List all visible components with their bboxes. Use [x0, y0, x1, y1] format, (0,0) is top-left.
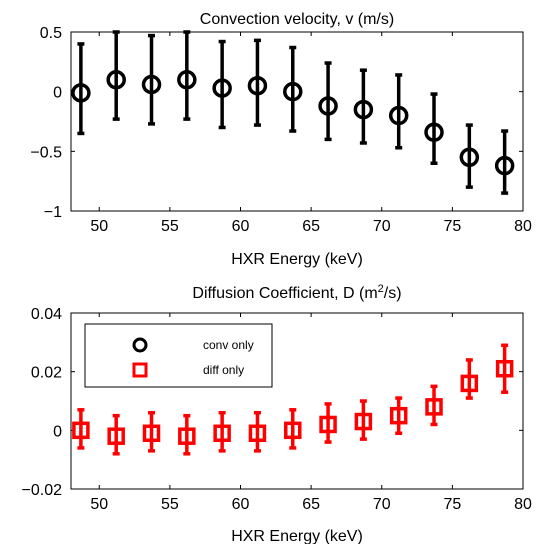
- y-tick-label: −1: [44, 204, 62, 221]
- x-axis-label: HXR Energy (keV): [231, 251, 363, 268]
- x-tick-label: 50: [90, 496, 108, 513]
- y-tick-label: 0.5: [40, 25, 62, 42]
- data-point-circle: [247, 75, 268, 96]
- data-point-square: [72, 421, 90, 440]
- data-point-square: [425, 398, 443, 416]
- legend-label-diff: diff only: [203, 363, 244, 377]
- data-point-circle: [318, 96, 338, 116]
- x-tick-label: 60: [232, 218, 250, 235]
- data-point-circle: [71, 83, 91, 103]
- data-point-circle: [353, 99, 374, 120]
- y-tick-label: 0: [53, 85, 62, 102]
- data-point-circle: [212, 78, 232, 98]
- data-point-square: [495, 359, 514, 378]
- x-tick-label: 75: [443, 496, 461, 513]
- data-point-circle: [459, 147, 480, 168]
- y-tick-label: 0.04: [31, 306, 62, 323]
- y-tick-label: 0.02: [31, 365, 62, 382]
- x-tick-label: 50: [90, 218, 108, 235]
- data-point-square: [248, 424, 267, 443]
- data-point-square: [389, 406, 408, 425]
- plot-area-frame: [70, 31, 524, 212]
- panel-title: Diffusion Coefficient, D (m2/s): [192, 283, 401, 302]
- y-tick-label: −0.5: [30, 144, 62, 161]
- data-marks: [71, 30, 515, 195]
- x-tick-label: 65: [302, 218, 320, 235]
- legend-circle-marker: [132, 337, 148, 353]
- data-marks: [72, 343, 514, 456]
- x-tick-labels: 50 55 60 65 70 75 80: [90, 496, 532, 513]
- data-point-circle: [283, 81, 303, 102]
- data-point-square: [319, 415, 337, 434]
- x-tick-label: 80: [514, 496, 532, 513]
- data-point-square: [142, 424, 161, 443]
- y-tick-label: −0.02: [22, 482, 63, 499]
- panel-title: Convection velocity, v (m/s): [200, 11, 394, 28]
- legend-box: [84, 323, 273, 388]
- x-tick-labels: 50 55 60 65 70 75 80: [90, 218, 532, 235]
- data-point-circle: [494, 155, 515, 176]
- data-point-square: [213, 424, 231, 443]
- data-point-square: [107, 427, 125, 445]
- data-point-square: [354, 412, 373, 431]
- data-point-circle: [388, 105, 409, 126]
- legend-label-conv: conv only: [203, 338, 254, 352]
- y-tick-labels: 0.04 0.02 0 −0.02: [22, 306, 63, 499]
- y-tick-label: 0: [53, 423, 62, 440]
- diffusion-coefficient-panel: Diffusion Coefficient, D (m2/s) 50 55 60 65…: [22, 283, 532, 544]
- x-tick-label: 75: [443, 218, 461, 235]
- legend: conv only diff only: [84, 323, 273, 388]
- x-tick-label: 80: [514, 218, 532, 235]
- x-axis-label: HXR Energy (keV): [231, 528, 363, 544]
- data-point-circle: [424, 122, 444, 142]
- data-point-square: [284, 421, 302, 440]
- data-point-circle: [141, 74, 162, 95]
- x-tick-label: 65: [302, 496, 320, 513]
- convection-velocity-panel: Convection velocity, v (m/s) 50 55 60 65 70 7…: [30, 11, 532, 268]
- x-tick-label: 70: [373, 496, 391, 513]
- x-tick-label: 55: [161, 218, 179, 235]
- y-tick-labels: 0.5 0 −0.5 −1: [30, 25, 62, 221]
- legend-square-marker: [132, 362, 148, 378]
- tick-marks: [71, 31, 524, 212]
- x-tick-label: 70: [373, 218, 391, 235]
- data-point-square: [178, 427, 196, 445]
- data-point-square: [460, 374, 479, 393]
- plot-area-frame: [70, 312, 524, 490]
- x-tick-label: 60: [232, 496, 250, 513]
- data-point-circle: [106, 69, 126, 90]
- x-tick-label: 55: [161, 496, 179, 513]
- data-point-circle: [177, 69, 197, 90]
